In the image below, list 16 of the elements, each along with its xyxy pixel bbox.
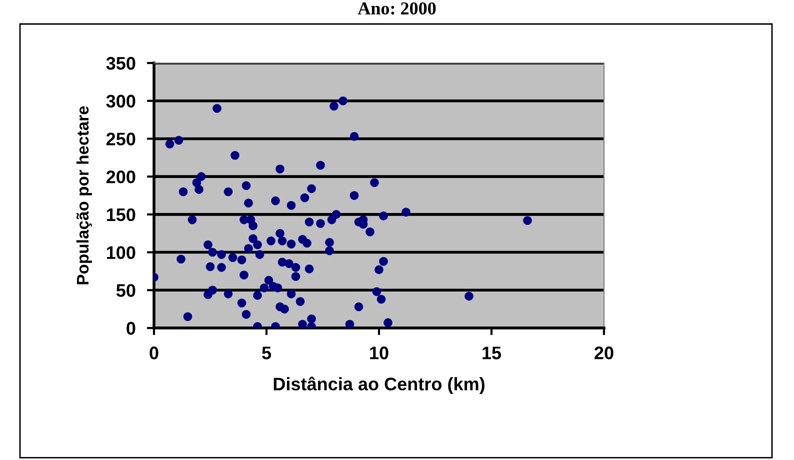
x-tick-label: 5 [262,346,272,360]
x-tick-label: 0 [150,346,158,360]
y-tick-label: 350 [106,56,136,70]
y-tick-label: 200 [106,170,136,184]
x-axis-title: Distância ao Centro (km) [274,376,484,394]
y-tick-label: 300 [106,94,136,108]
x-tick-label: 10 [370,346,388,360]
y-axis-title: População por hectare [76,106,92,284]
y-tick-label: 150 [106,208,136,222]
x-tick-label: 15 [482,346,502,360]
x-tick-label: 20 [594,346,614,360]
y-tick-label: 100 [106,246,136,260]
chart-title: Ano: 2000 [358,2,436,15]
y-tick-label: 250 [106,132,136,146]
y-tick-label: 50 [116,284,136,297]
y-tick-label: 0 [126,322,136,335]
